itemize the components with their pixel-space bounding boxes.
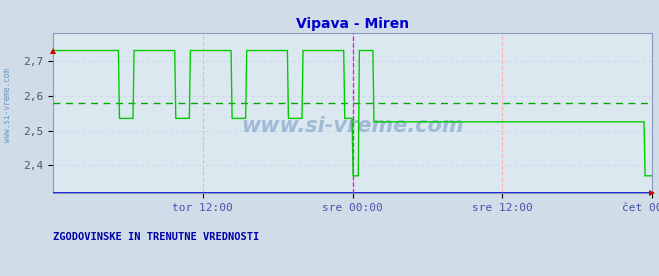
Text: ZGODOVINSKE IN TRENUTNE VREDNOSTI: ZGODOVINSKE IN TRENUTNE VREDNOSTI [53,232,259,242]
Text: www.si-vreme.com: www.si-vreme.com [3,68,13,142]
Text: www.si-vreme.com: www.si-vreme.com [241,116,464,136]
Title: Vipava - Miren: Vipava - Miren [296,17,409,31]
